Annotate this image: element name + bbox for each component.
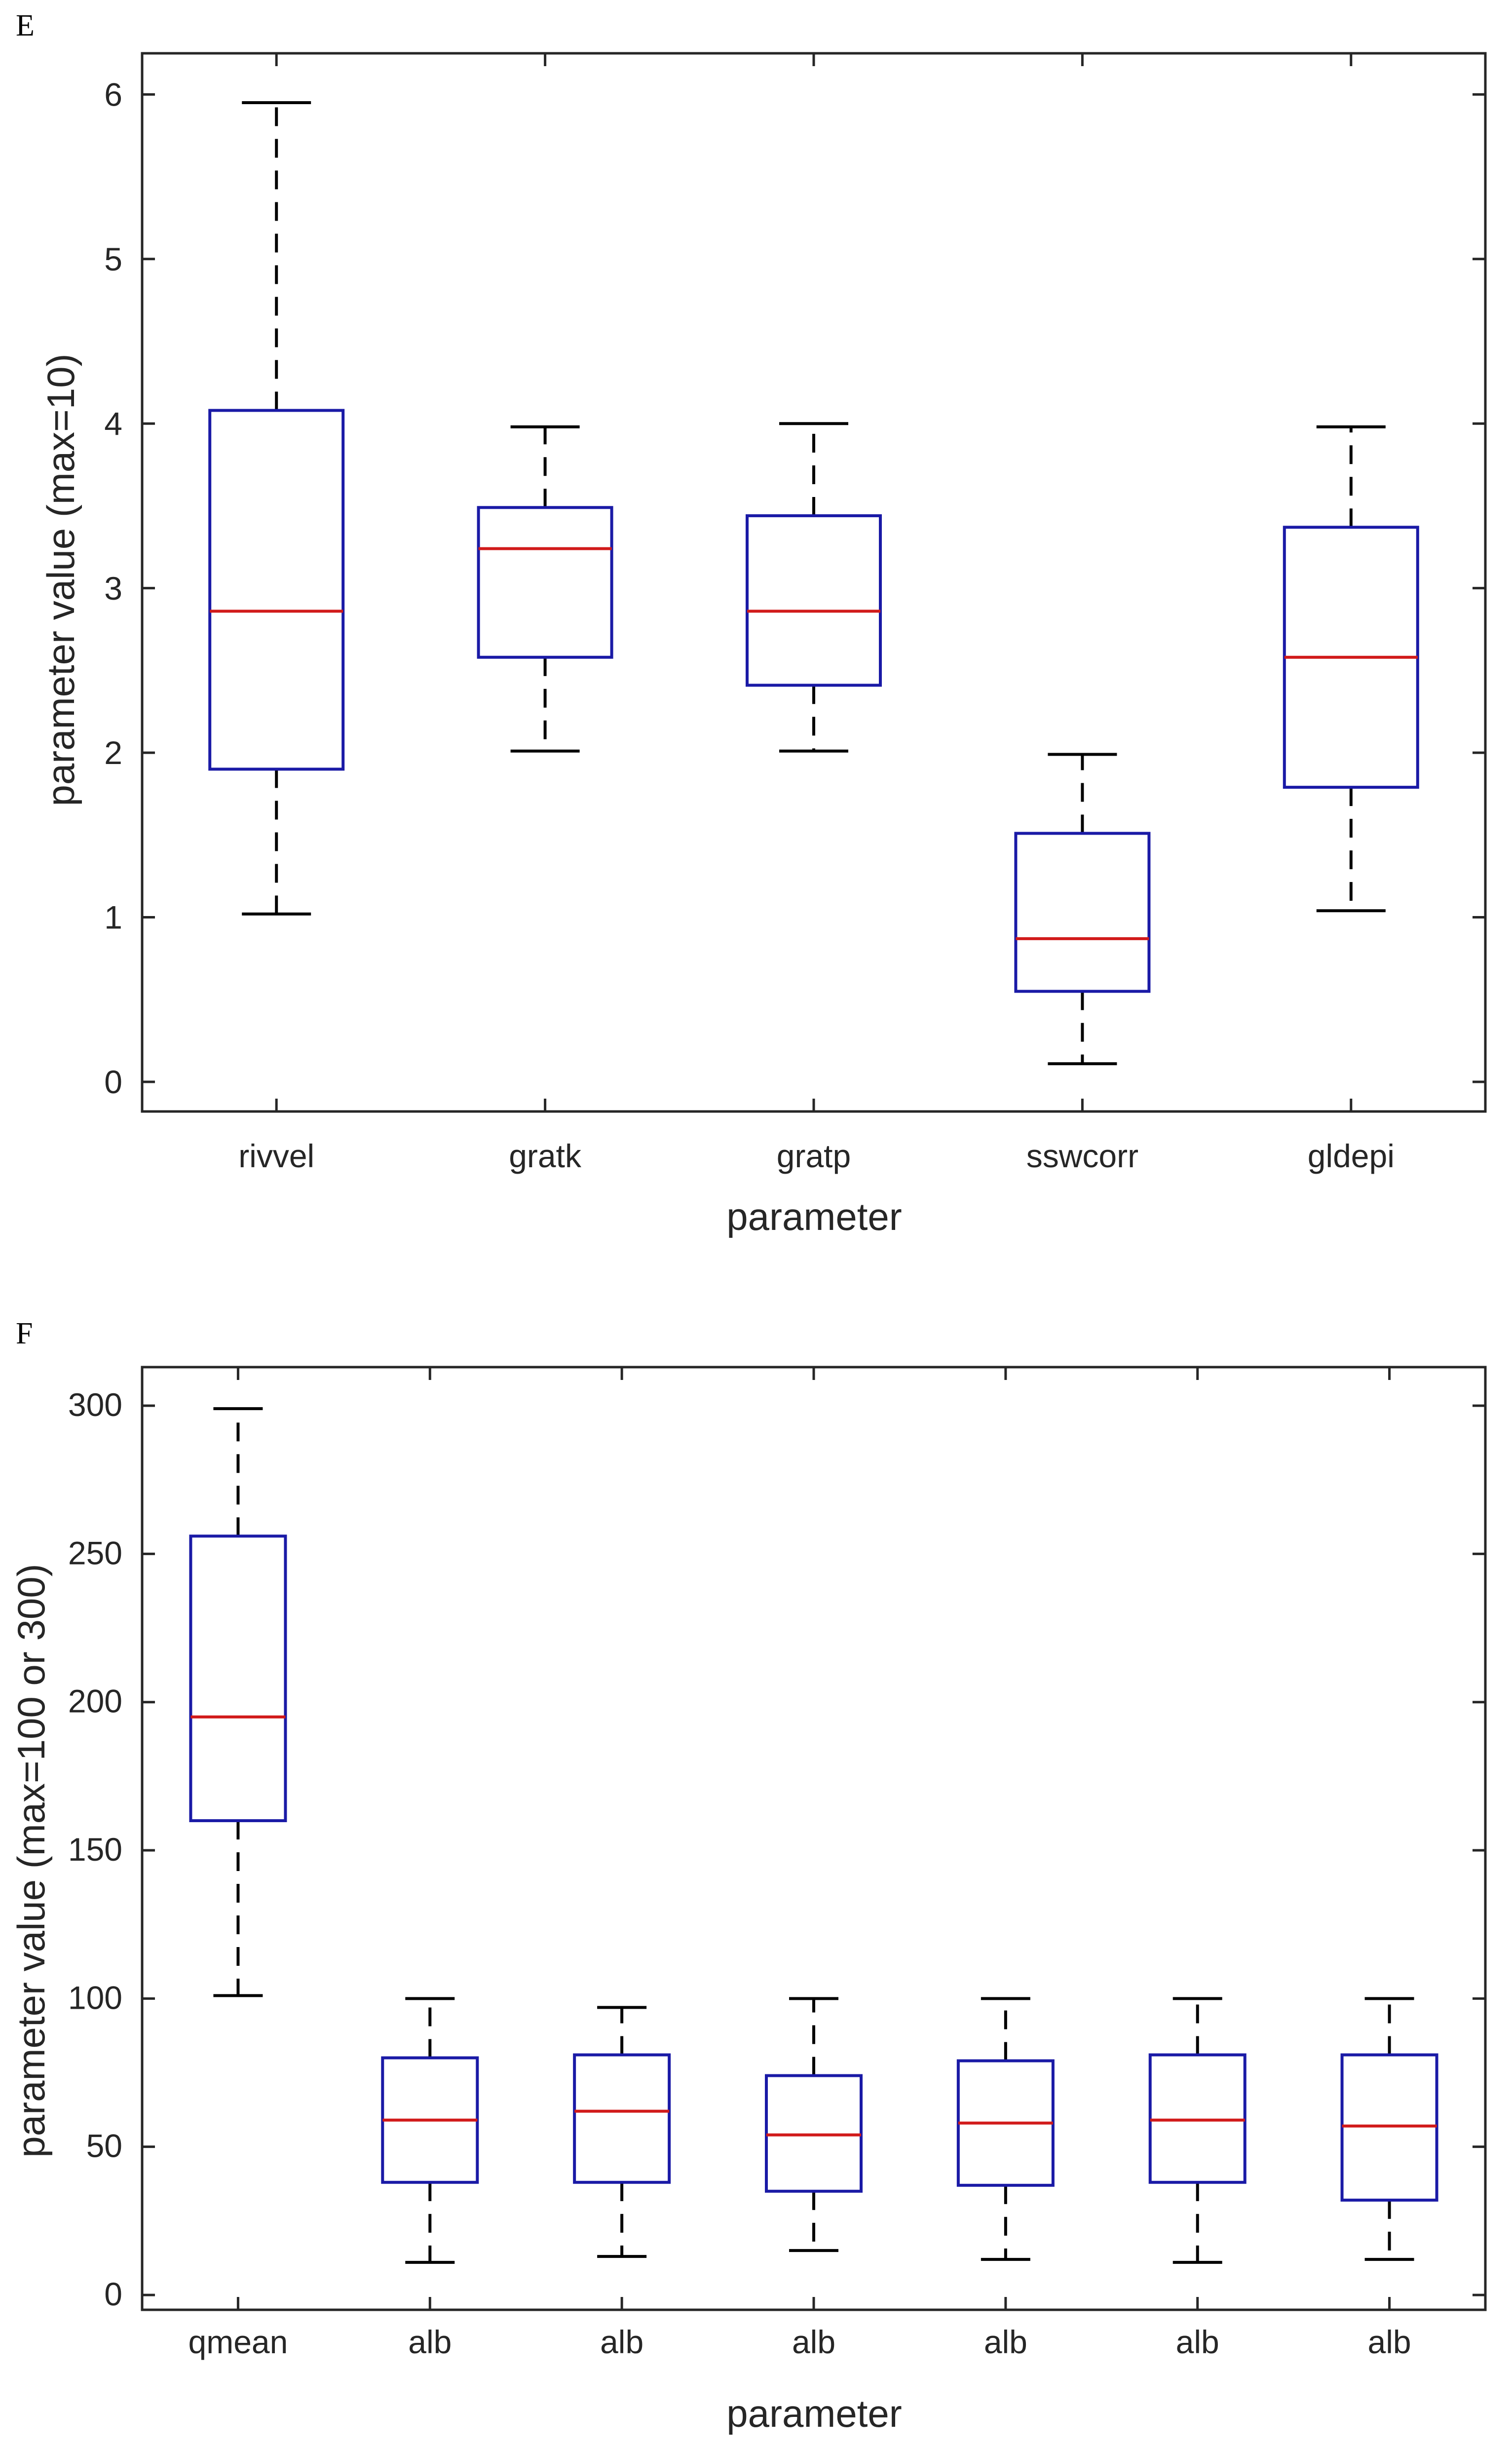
x-tick-label-f: alb: [1176, 2324, 1219, 2360]
y-tick-label-e: 6: [104, 76, 122, 113]
y-tick-label-f: 0: [104, 2276, 122, 2312]
x-tick-label-f: alb: [1368, 2324, 1411, 2360]
box-f-0: [189, 1367, 287, 2310]
panel-label-f: F: [16, 1317, 33, 1350]
y-axis-title-f: parameter value (max=100 or 300): [9, 1564, 53, 2157]
box-f-2: [573, 1367, 671, 2310]
x-tick-label-f: alb: [984, 2324, 1027, 2360]
y-tick-label-e: 4: [104, 405, 122, 442]
iqr-box: [746, 514, 882, 687]
iqr-box: [477, 506, 613, 659]
iqr-box: [1340, 2053, 1438, 2202]
x-tick-label-f: alb: [600, 2324, 643, 2360]
y-tick-label-e: 1: [104, 899, 122, 936]
iqr-box: [189, 1534, 287, 1822]
chart-panel-f: F 0 50 100 150 200 250 300 qmean alb alb alb alb alb…: [9, 1317, 1487, 2435]
x-tick-label-e: rivvel: [238, 1138, 314, 1174]
x-tick-label-f: alb: [408, 2324, 452, 2360]
box-f-1: [381, 1367, 479, 2310]
box-e-3: [1014, 53, 1151, 1111]
box-e-2: [746, 53, 882, 1111]
y-tick-label-f: 150: [68, 1831, 122, 1868]
y-tick-label-e: 0: [104, 1064, 122, 1100]
y-tick-label-f: 100: [68, 1979, 122, 2016]
x-axis-title-f: parameter: [726, 2392, 902, 2435]
iqr-box: [1014, 832, 1151, 993]
x-tick-label-f: alb: [792, 2324, 835, 2360]
box-f-5: [1148, 1367, 1247, 2310]
x-axis-title-e: parameter: [726, 1195, 902, 1238]
y-tick-label-f: 300: [68, 1386, 122, 1423]
y-tick-label-e: 5: [104, 241, 122, 277]
iqr-box: [573, 2053, 671, 2184]
iqr-box: [765, 2074, 863, 2193]
chart-panel-e: E 0 1 2 3 4 5 6 rivvel gratk gratp sswcorr gldepi p…: [16, 9, 1487, 1238]
box-e-1: [477, 53, 613, 1111]
y-tick-label-e: 3: [104, 570, 122, 607]
x-tick-label-e: sswcorr: [1026, 1138, 1138, 1174]
box-f-4: [956, 1367, 1055, 2310]
box-f-3: [765, 1367, 863, 2310]
plot-area-e: 0 1 2 3 4 5 6 rivvel gratk gratp sswcorr gldepi: [104, 52, 1487, 1174]
y-axis-title-e: parameter value (max=10): [39, 354, 82, 806]
y-tick-label-f: 250: [68, 1534, 122, 1571]
iqr-box: [1148, 2053, 1247, 2184]
box-f-6: [1340, 1367, 1438, 2310]
iqr-box: [208, 409, 345, 771]
panel-label-e: E: [16, 9, 35, 42]
y-tick-label-f: 200: [68, 1683, 122, 1720]
box-e-0: [208, 53, 345, 1111]
x-tick-label-e: gldepi: [1308, 1138, 1395, 1174]
plot-area-f: 0 50 100 150 200 250 300 qmean alb alb alb alb alb al…: [68, 1366, 1487, 2360]
x-tick-label-e: gratp: [777, 1138, 851, 1174]
y-tick-label-e: 2: [104, 734, 122, 771]
y-tick-label-f: 50: [86, 2128, 122, 2164]
x-tick-label-e: gratk: [509, 1138, 582, 1174]
x-tick-label-f: qmean: [189, 2324, 288, 2360]
box-e-4: [1283, 53, 1419, 1111]
